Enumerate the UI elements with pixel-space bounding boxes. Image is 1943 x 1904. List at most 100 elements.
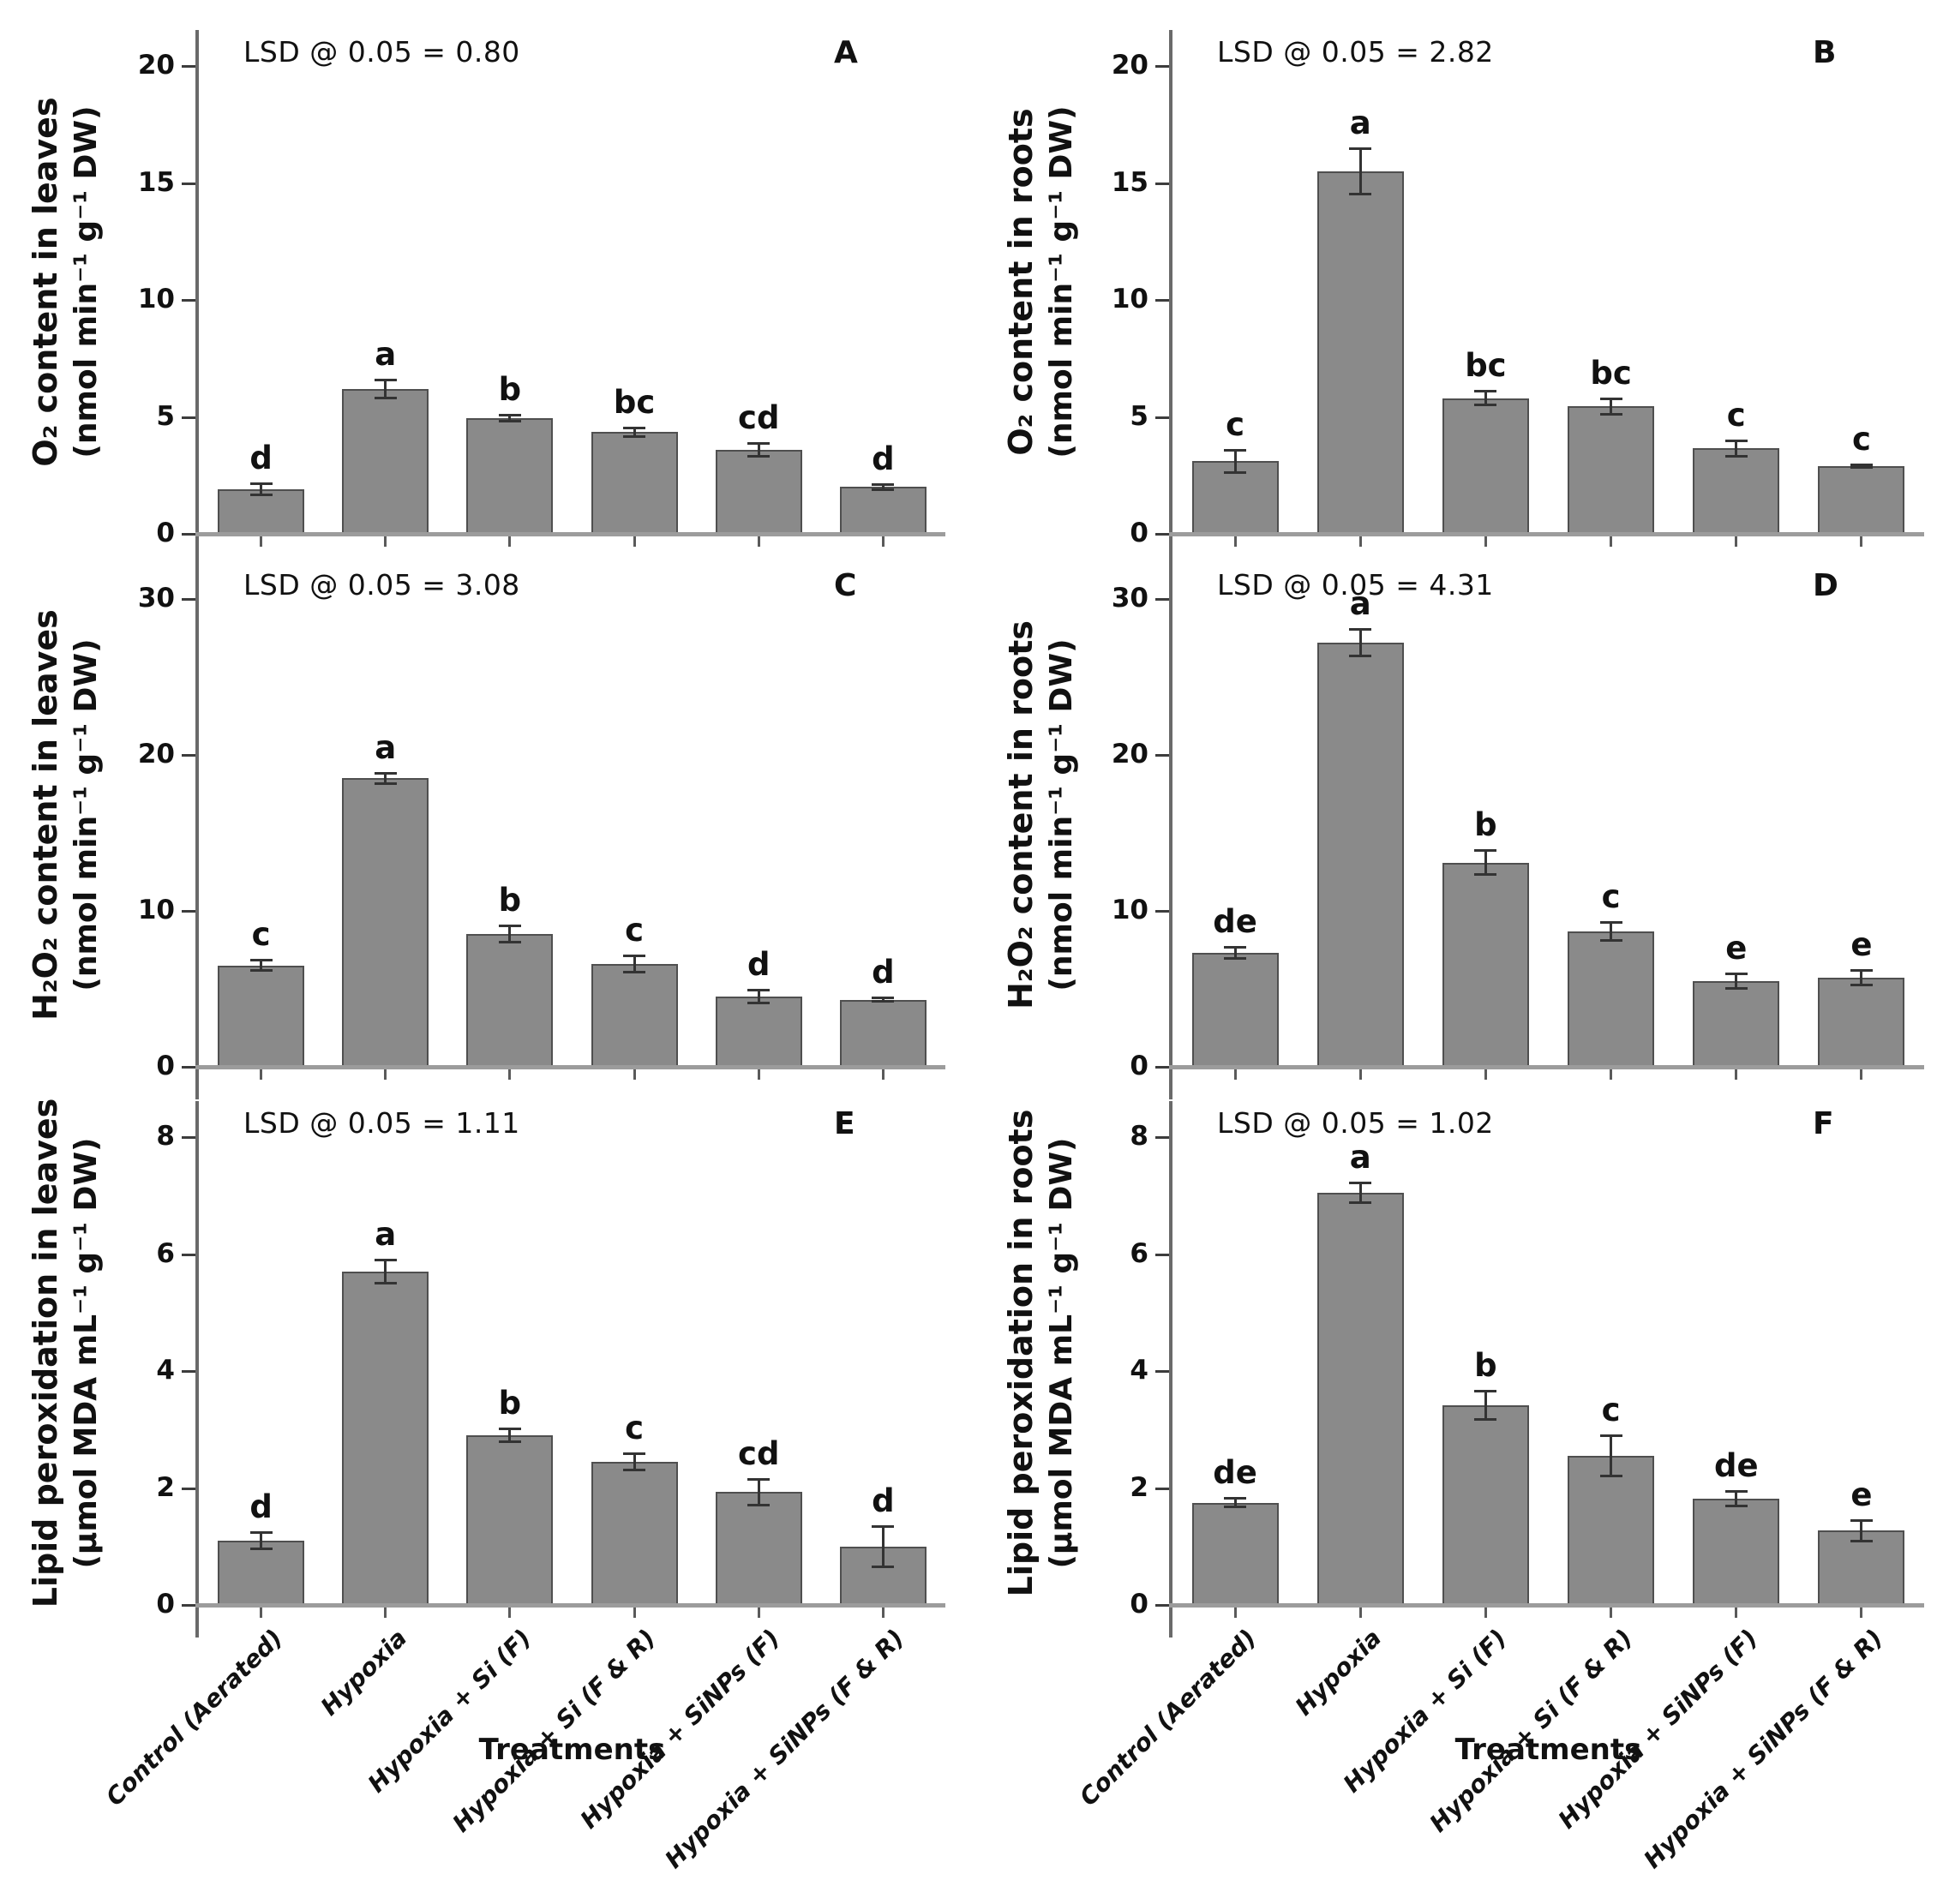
x-axis-line <box>195 1603 945 1608</box>
x-tick-mark <box>633 536 636 547</box>
x-tick-mark <box>260 1069 263 1080</box>
panel-letter: C <box>834 568 857 603</box>
error-bar-cap-bottom <box>1724 1504 1748 1507</box>
y-tick-label: 0 <box>1130 1051 1148 1081</box>
y-tick-label: 20 <box>137 739 175 769</box>
bar <box>715 1492 802 1605</box>
y-tick-label: 0 <box>1130 518 1148 548</box>
x-tick-mark <box>1358 1069 1362 1080</box>
y-tick-mark <box>1155 533 1169 536</box>
y-axis-label-name: O₂ content in roots <box>1002 108 1040 456</box>
y-tick-label: 4 <box>1130 1355 1148 1386</box>
y-tick-mark <box>1155 65 1169 68</box>
y-axis-label-name: H₂O₂ content in leaves <box>27 609 64 1021</box>
error-bar-cap-bottom <box>498 1440 521 1444</box>
error-bar <box>260 960 263 972</box>
significance-letter: cd <box>738 398 780 436</box>
error-bar-cap-top <box>1474 1389 1497 1392</box>
error-bar <box>1735 973 1738 989</box>
bar <box>1316 1192 1404 1605</box>
y-tick-label: 8 <box>1130 1121 1148 1152</box>
bar <box>1693 1498 1780 1605</box>
error-bar-cap-bottom <box>1224 471 1247 475</box>
bar <box>591 432 678 534</box>
y-tick-mark <box>182 1136 195 1139</box>
x-tick-mark <box>757 1608 760 1618</box>
error-bar-cap-top <box>374 378 397 381</box>
x-tick-label: Control (Aerated) <box>99 1623 288 1811</box>
x-tick-label: Control (Aerated) <box>1074 1623 1262 1811</box>
error-bar-cap-top <box>1349 1181 1372 1184</box>
error-bar-cap-bottom <box>1474 403 1497 406</box>
y-tick-label: 10 <box>1111 284 1148 314</box>
y-tick-mark <box>1155 1487 1169 1490</box>
x-tick-mark <box>508 1608 512 1618</box>
significance-letter: b <box>498 882 522 919</box>
error-bar-cap-top <box>747 441 771 445</box>
error-bar-cap-top <box>747 1477 771 1481</box>
y-axis-label-name: O₂ content in leaves <box>27 97 64 467</box>
error-bar-cap-bottom <box>1850 1539 1873 1542</box>
y-tick-mark <box>182 754 195 757</box>
y-tick-mark <box>182 299 195 302</box>
y-tick-label: 5 <box>1130 400 1148 432</box>
error-bar-cap-bottom <box>1224 957 1247 961</box>
error-bar-cap-top <box>1599 397 1622 400</box>
y-tick-label: 20 <box>1111 50 1148 81</box>
error-bar-cap-bottom <box>374 781 397 785</box>
significance-letter: a <box>375 1216 397 1254</box>
error-bar-cap-top <box>1224 945 1247 949</box>
y-tick-mark <box>1155 1370 1169 1373</box>
error-bar-cap-bottom <box>1224 1506 1247 1509</box>
significance-letter: b <box>1474 806 1497 844</box>
x-axis-line <box>1169 1603 1924 1608</box>
error-bar-cap-bottom <box>498 941 521 944</box>
y-tick-mark <box>1155 416 1169 419</box>
y-tick-label: 8 <box>156 1121 175 1152</box>
error-bar <box>1610 398 1613 415</box>
bar <box>1316 171 1404 534</box>
error-bar <box>633 955 636 973</box>
error-bar-cap-top <box>374 1259 397 1262</box>
error-bar <box>260 483 263 495</box>
significance-letter: c <box>1601 877 1621 915</box>
error-bar-cap-top <box>1724 1489 1748 1493</box>
error-bar <box>881 484 885 490</box>
error-bar-cap-bottom <box>623 434 646 438</box>
error-bar-cap-top <box>623 954 646 957</box>
x-tick-mark <box>260 1608 263 1618</box>
x-axis-title: Treatments <box>1454 1733 1642 1767</box>
y-tick-mark <box>1155 1604 1169 1607</box>
error-bar-cap-bottom <box>249 493 273 496</box>
bar <box>591 963 678 1067</box>
bar <box>1568 406 1655 534</box>
error-bar-cap-bottom <box>1724 987 1748 990</box>
y-axis-label: Lipid peroxidation in roots (μmol MDA mL⁻… <box>999 1087 1095 1619</box>
lsd-annotation: LSD @ 0.05 = 4.31 <box>1217 568 1494 602</box>
error-bar <box>881 997 885 1003</box>
x-axis-line <box>195 1065 945 1069</box>
y-tick-mark <box>1155 182 1169 185</box>
error-bar-cap-top <box>374 771 397 775</box>
error-bar-cap-bottom <box>747 1002 771 1005</box>
y-tick-label: 0 <box>156 1589 175 1620</box>
x-tick-mark <box>1358 536 1362 547</box>
significance-letter: de <box>1213 902 1257 940</box>
error-bar-cap-top <box>623 1452 646 1455</box>
error-bar <box>508 925 512 943</box>
y-tick-mark <box>182 65 195 68</box>
error-bar-cap-top <box>1224 1497 1247 1500</box>
error-bar <box>757 989 760 1004</box>
y-tick-label: 2 <box>156 1471 175 1503</box>
x-tick-mark <box>633 1069 636 1080</box>
y-tick-label: 20 <box>1111 739 1148 769</box>
significance-letter: b <box>1474 1346 1497 1384</box>
y-tick-mark <box>1155 1066 1169 1069</box>
bar <box>1818 1530 1905 1605</box>
y-tick-label: 30 <box>137 583 175 614</box>
y-axis-label-units: (nmol min⁻¹ g⁻¹ DW) <box>69 105 105 458</box>
y-tick-label: 30 <box>1111 583 1148 614</box>
bar <box>1818 978 1905 1067</box>
y-axis-label-units: (nmol min⁻¹ g⁻¹ DW) <box>69 638 105 991</box>
error-bar-cap-bottom <box>1474 1417 1497 1421</box>
